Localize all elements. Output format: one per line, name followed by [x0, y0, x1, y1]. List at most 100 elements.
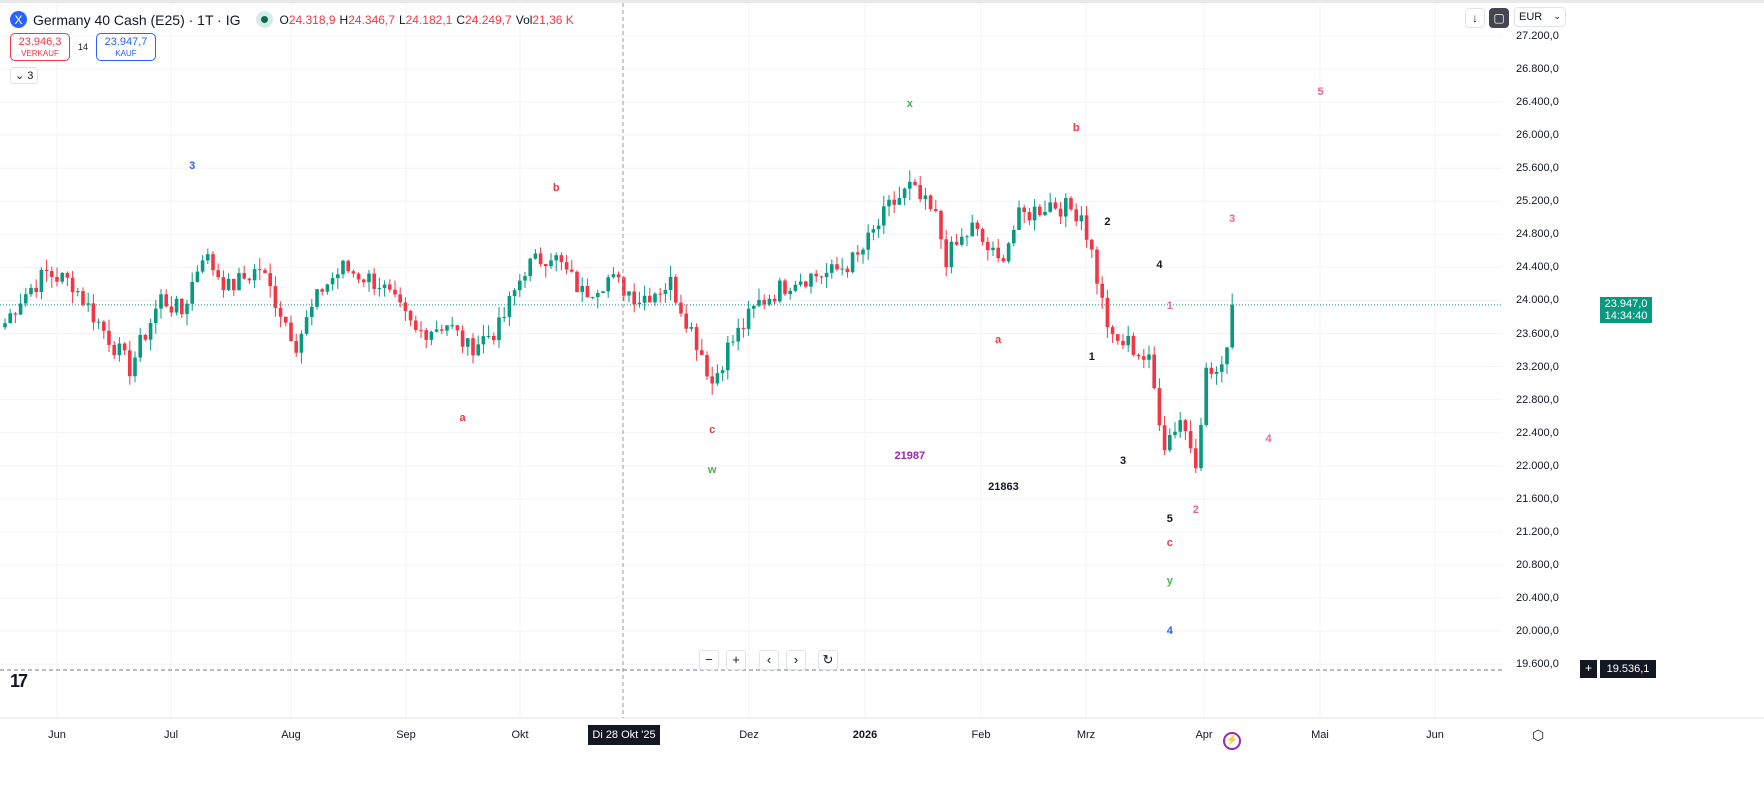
price-tick: 24.800,0	[1516, 228, 1559, 241]
add-plus-icon[interactable]: +	[1580, 660, 1597, 678]
wave-label[interactable]: 5	[1317, 86, 1324, 99]
fullscreen-icon[interactable]: ▢	[1489, 8, 1509, 28]
wave-label[interactable]: 2	[1104, 215, 1111, 228]
candle-body	[554, 255, 558, 261]
wave-label[interactable]: y	[1166, 574, 1173, 587]
time-tick: Jul	[163, 729, 179, 741]
candle-body	[611, 274, 616, 278]
candle-body	[861, 249, 865, 255]
candle-body	[232, 278, 236, 291]
indicators-toggle[interactable]: ⌄ 3	[10, 67, 39, 84]
candle-body	[408, 310, 413, 321]
candle-body	[518, 280, 522, 291]
wave-label[interactable]: c	[709, 423, 716, 436]
candle-body	[949, 241, 954, 268]
wave-label[interactable]: 21863	[988, 481, 1019, 494]
wave-label[interactable]: 1	[1088, 351, 1095, 363]
candle-body	[13, 313, 18, 315]
price-tick: 25.200,0	[1516, 195, 1559, 208]
candle-body	[934, 209, 938, 211]
candle-body	[29, 287, 33, 295]
candle-body	[1194, 448, 1198, 469]
wave-label[interactable]: a	[995, 333, 1002, 346]
time-tick: Mrz	[1076, 729, 1096, 741]
candle-body	[533, 253, 538, 259]
candle-body	[471, 338, 475, 356]
candle-body	[278, 307, 283, 317]
candle-body	[424, 330, 428, 340]
buy-button[interactable]: 23.947,7 KAUF	[96, 33, 157, 61]
candle-body	[559, 255, 564, 263]
candle-body	[502, 316, 506, 318]
candle-body	[627, 291, 631, 296]
candle-body	[434, 329, 439, 332]
candle-body	[1043, 211, 1047, 216]
price-tick: 24.000,0	[1516, 294, 1559, 307]
settings-icon[interactable]: ⬡	[1532, 727, 1545, 743]
candle-body	[991, 247, 995, 251]
zoom-out-button[interactable]: −	[699, 650, 719, 670]
candle-body	[310, 306, 314, 318]
wave-label[interactable]: 2	[1192, 503, 1199, 516]
wave-label[interactable]: 1	[1166, 300, 1173, 313]
zoom-in-button[interactable]: +	[726, 650, 746, 670]
candle-body	[923, 195, 928, 200]
currency-select[interactable]: EUR ⌄	[1514, 7, 1566, 27]
tradingview-logo-icon[interactable]: 17	[10, 671, 28, 691]
candle-body	[663, 289, 668, 294]
wave-label[interactable]: 5	[1166, 513, 1173, 525]
wave-label[interactable]: w	[707, 463, 717, 476]
wave-label[interactable]: c	[1166, 536, 1173, 549]
wave-label[interactable]: 3	[189, 160, 196, 172]
candle-body	[538, 253, 543, 265]
candle-body	[954, 241, 959, 245]
wave-label[interactable]: 21987	[894, 450, 926, 463]
candle-body	[876, 225, 881, 230]
wave-label[interactable]: b	[1072, 121, 1080, 134]
candle-body	[1090, 239, 1094, 250]
sell-button[interactable]: 23.946,3 VERKAUF	[10, 33, 70, 61]
reset-chart-button[interactable]: ↻	[818, 650, 838, 670]
candle-body	[429, 331, 434, 340]
candle-body	[195, 271, 200, 282]
wave-label[interactable]: a	[459, 412, 466, 424]
candle-body	[850, 252, 855, 273]
candle-body	[902, 188, 907, 199]
lightning-icon[interactable]: ⚡	[1223, 732, 1241, 750]
candle-body	[102, 321, 106, 331]
wave-label[interactable]: 4	[1265, 433, 1272, 445]
candle-body	[544, 264, 548, 267]
wave-label[interactable]: 3	[1119, 454, 1127, 467]
candle-body	[1095, 249, 1099, 284]
candle-body	[596, 293, 600, 297]
candle-body	[393, 289, 397, 295]
wave-label[interactable]: 3	[1229, 212, 1236, 225]
candle-body	[289, 322, 293, 342]
candle-body	[980, 228, 985, 242]
candle-body	[1220, 364, 1224, 372]
scroll-left-button[interactable]: ‹	[759, 650, 779, 670]
price-tick: 26.800,0	[1516, 63, 1559, 76]
candle-body	[154, 308, 158, 324]
symbol-title[interactable]: Germany 40 Cash (E25) · 1T · IG	[33, 11, 241, 28]
candle-body	[440, 329, 444, 331]
candle-body	[117, 343, 122, 356]
crosshair-date-label: Di 28 Okt '25	[588, 725, 660, 745]
price-tick: 20.400,0	[1516, 592, 1559, 605]
price-tick: 23.600,0	[1516, 327, 1559, 340]
wave-label[interactable]: 4	[1166, 624, 1173, 637]
price-tick: 22.800,0	[1516, 393, 1559, 406]
wave-label[interactable]: x	[906, 98, 913, 111]
candle-body	[1136, 354, 1141, 357]
candle-body	[762, 299, 766, 305]
scroll-right-button[interactable]: ›	[786, 650, 806, 670]
price-tick: 25.600,0	[1516, 162, 1559, 175]
candle-body	[970, 222, 974, 237]
wave-label[interactable]: 4	[1156, 258, 1163, 271]
candle-body	[986, 241, 990, 251]
wave-label[interactable]: b	[552, 181, 560, 194]
candle-body	[1147, 354, 1151, 360]
candlestick-chart[interactable]	[0, 3, 1764, 810]
candle-body	[814, 273, 818, 277]
arrow-down-icon[interactable]: ↓	[1465, 8, 1485, 28]
